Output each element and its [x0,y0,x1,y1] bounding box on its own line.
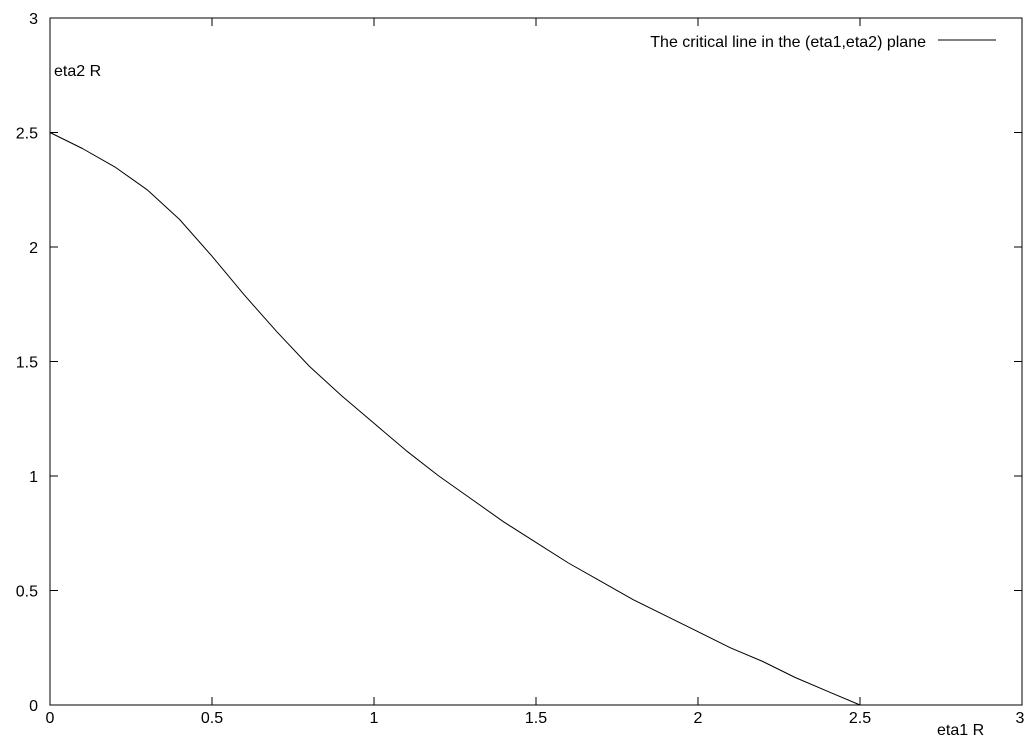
axis-ticks [49,17,1023,706]
x-tick-label: 1 [370,710,379,727]
y-tick-label: 1 [29,469,38,486]
x-tick-label: 0.5 [201,710,223,727]
series-layer [49,132,861,706]
legend: The critical line in the (eta1,eta2) pla… [650,34,996,51]
y-axis-label: eta2 R [54,63,101,80]
legend-label: The critical line in the (eta1,eta2) pla… [650,34,926,51]
x-tick-label: 1.5 [525,710,547,727]
plot-frame [49,17,1023,706]
axis-tick-labels: 0 0.5 1 1.5 2 2.5 3 0 0.5 1 1.5 2 2.5 3 [16,11,1025,727]
y-tick-label: 2.5 [16,126,38,143]
x-tick-label: 3 [1016,710,1025,727]
y-tick-label: 0.5 [16,584,38,601]
x-tick-label: 2.5 [849,710,871,727]
y-tick-label: 2 [29,240,38,257]
x-tick-label: 2 [694,710,703,727]
y-tick-label: 3 [29,11,38,28]
series-line-critical-line [49,132,861,706]
x-tick-label: 0 [46,710,55,727]
x-axis-label: eta1 R [937,722,984,736]
y-tick-label: 0 [29,698,38,715]
y-tick-label: 1.5 [16,355,38,372]
